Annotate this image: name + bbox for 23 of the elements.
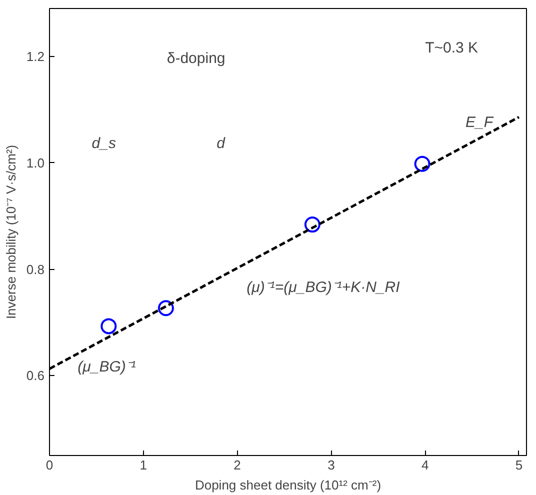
x-tick-label: 3 [328, 458, 335, 472]
annotation: δ-doping [166, 50, 226, 68]
point [304, 216, 320, 233]
y-tick-label: 1.2 [26, 48, 45, 64]
point [414, 156, 430, 172]
x-tick-label: 5 [515, 458, 523, 472]
y-axis-title: Inverse mobility (10⁻⁷ V·s/cm²) [3, 144, 18, 320]
annotation: (μ_BG)⁻¹ [78, 358, 136, 376]
y-tick-label: 1.0 [26, 155, 45, 170]
x-tick-label: 0 [46, 458, 54, 472]
annotation: d_s [92, 135, 116, 152]
x-tick-label: 2 [234, 458, 241, 472]
y-tick-label: 0.8 [26, 262, 45, 277]
annotation: E_F [465, 114, 494, 131]
y-tick-label: 0.6 [26, 368, 45, 384]
annotation: T~0.3 K [425, 39, 478, 56]
point [100, 318, 117, 334]
point [158, 300, 174, 316]
annotation: d [216, 135, 226, 152]
x-tick-label: 1 [140, 458, 148, 472]
x-axis-title: Doping sheet density (10¹² cm⁻²) [194, 478, 382, 492]
x-tick-label: 4 [421, 458, 429, 472]
annotation: (μ)⁻¹=(μ_BG)⁻¹+K·N_RI [246, 278, 400, 296]
